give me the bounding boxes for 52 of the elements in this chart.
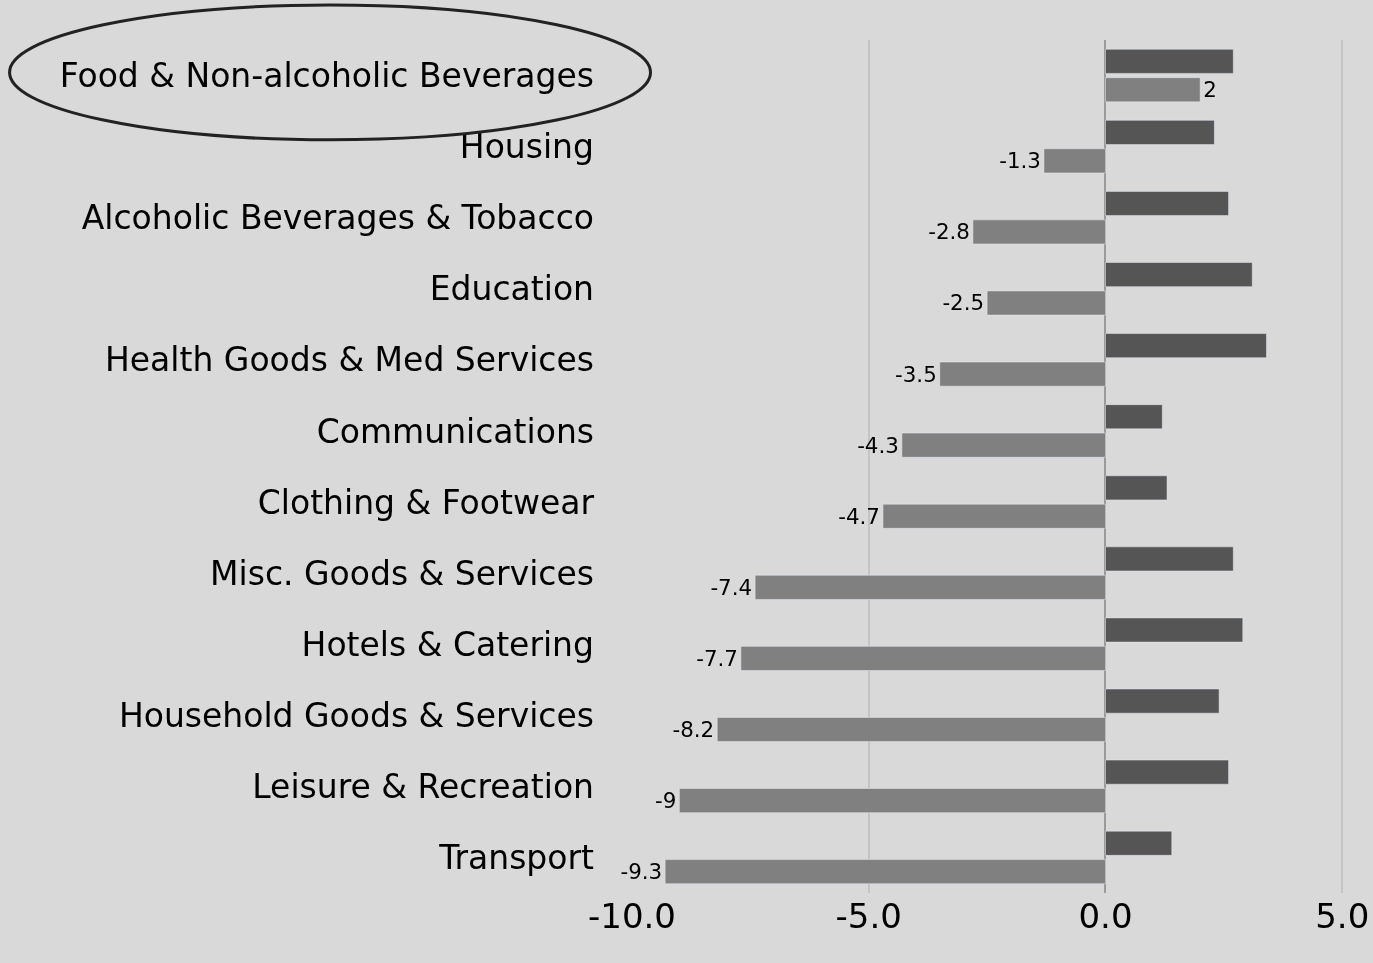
data-label: -1.3 (999, 148, 1041, 174)
bar (1105, 77, 1201, 103)
y-tick-label: Housing (459, 127, 594, 167)
data-label: -3.5 (895, 361, 937, 387)
data-label: -4.7 (838, 503, 880, 529)
bar (901, 432, 1106, 458)
bar (664, 859, 1106, 885)
bar (1105, 475, 1168, 501)
y-tick-label: Food & Non-alcoholic Beverages (59, 56, 594, 96)
y-tick-label: Transport (438, 838, 595, 878)
y-tick-label: Alcoholic Beverages & Tobacco (81, 198, 594, 238)
bar (1105, 48, 1234, 74)
data-label: 2 (1203, 77, 1217, 103)
bar (716, 717, 1106, 742)
data-label: -2.8 (928, 219, 970, 245)
x-tick-label: 0.0 (1078, 896, 1133, 936)
y-tick-label: Communications (316, 411, 594, 451)
bar (1105, 830, 1173, 856)
y-tick-label: Misc. Goods & Services (210, 553, 594, 593)
bar (1105, 546, 1234, 572)
bar (1105, 191, 1229, 216)
bar (740, 646, 1106, 671)
x-tick-label: -10.0 (588, 896, 676, 936)
bar (679, 788, 1106, 813)
y-tick-label: Hotels & Catering (301, 624, 594, 664)
y-tick-label: Household Goods & Services (118, 695, 594, 735)
bar (986, 290, 1106, 316)
bar (1043, 148, 1106, 174)
y-tick-label: Education (429, 269, 594, 309)
bar (939, 361, 1106, 387)
bar (1105, 333, 1267, 358)
bar (972, 219, 1106, 245)
data-label: -9.3 (620, 859, 663, 885)
bar (1105, 759, 1229, 785)
bar (1105, 617, 1244, 643)
x-tick-label: -5.0 (835, 896, 902, 936)
data-label: -2.5 (942, 290, 985, 316)
data-label: -9 (655, 788, 677, 814)
y-tick-label: Leisure & Recreation (252, 766, 594, 806)
bar (1105, 262, 1253, 287)
x-tick-label: 5.0 (1315, 896, 1370, 936)
bar (754, 575, 1106, 600)
bar (1105, 404, 1163, 430)
data-label: -7.4 (710, 574, 753, 600)
data-label: -8.2 (672, 716, 715, 742)
bar (882, 503, 1106, 529)
y-tick-label: Clothing & Footwear (257, 482, 595, 522)
y-tick-label: Health Goods & Med Services (104, 340, 594, 380)
data-label: -7.7 (696, 645, 738, 671)
bar (1105, 120, 1215, 145)
bar (1105, 688, 1220, 714)
data-label: -4.3 (857, 432, 899, 458)
